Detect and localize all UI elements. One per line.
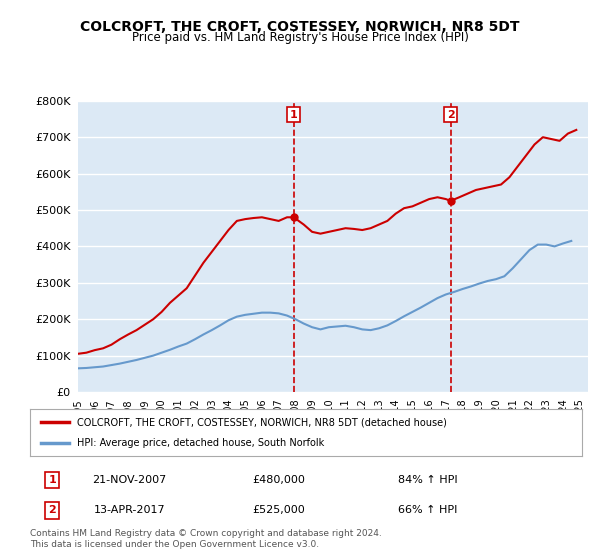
Text: £525,000: £525,000: [252, 505, 305, 515]
Text: 2: 2: [48, 505, 56, 515]
Text: COLCROFT, THE CROFT, COSTESSEY, NORWICH, NR8 5DT (detached house): COLCROFT, THE CROFT, COSTESSEY, NORWICH,…: [77, 417, 447, 427]
Text: 1: 1: [290, 110, 298, 119]
Text: 2: 2: [446, 110, 454, 119]
Text: £480,000: £480,000: [252, 475, 305, 485]
Text: HPI: Average price, detached house, South Norfolk: HPI: Average price, detached house, Sout…: [77, 438, 324, 448]
Text: 1: 1: [48, 475, 56, 485]
Text: Contains HM Land Registry data © Crown copyright and database right 2024.: Contains HM Land Registry data © Crown c…: [30, 529, 382, 538]
Text: This data is licensed under the Open Government Licence v3.0.: This data is licensed under the Open Gov…: [30, 540, 319, 549]
Text: COLCROFT, THE CROFT, COSTESSEY, NORWICH, NR8 5DT: COLCROFT, THE CROFT, COSTESSEY, NORWICH,…: [80, 20, 520, 34]
Text: 13-APR-2017: 13-APR-2017: [94, 505, 165, 515]
Text: 84% ↑ HPI: 84% ↑ HPI: [398, 475, 457, 485]
Text: 21-NOV-2007: 21-NOV-2007: [92, 475, 166, 485]
Text: 66% ↑ HPI: 66% ↑ HPI: [398, 505, 457, 515]
Text: Price paid vs. HM Land Registry's House Price Index (HPI): Price paid vs. HM Land Registry's House …: [131, 31, 469, 44]
